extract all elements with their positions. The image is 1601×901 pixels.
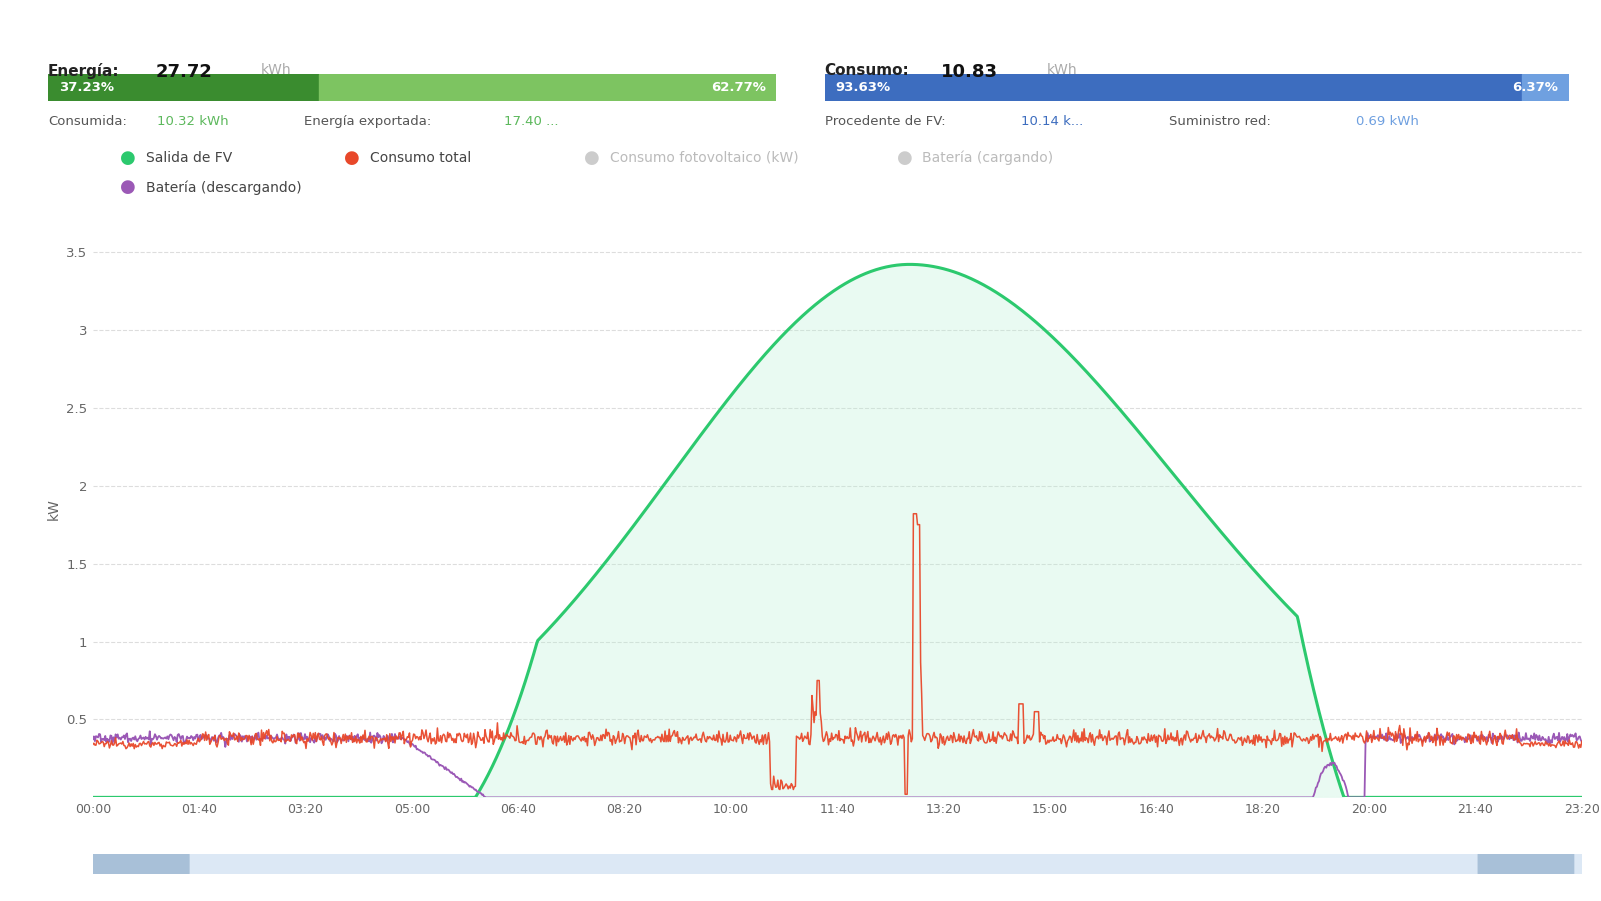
Text: 37.23%: 37.23% <box>59 81 114 94</box>
Text: 10.83: 10.83 <box>941 63 999 81</box>
Text: 62.77%: 62.77% <box>711 81 765 94</box>
Text: 0.69 kWh: 0.69 kWh <box>1356 115 1418 128</box>
Text: Procedente de FV:: Procedente de FV: <box>825 115 945 128</box>
Text: ●: ● <box>120 149 136 167</box>
Text: ●: ● <box>344 149 360 167</box>
Bar <box>1521 74 1569 101</box>
Text: ●: ● <box>120 178 136 196</box>
Text: Energía:: Energía: <box>48 63 120 79</box>
Text: 93.63%: 93.63% <box>836 81 890 94</box>
Text: Suministro red:: Suministro red: <box>1169 115 1271 128</box>
Text: Batería (descargando): Batería (descargando) <box>146 180 301 195</box>
Y-axis label: kW: kW <box>46 498 61 520</box>
Text: Energía exportada:: Energía exportada: <box>304 115 431 128</box>
Text: ●: ● <box>584 149 600 167</box>
Text: 10.14 k...: 10.14 k... <box>1021 115 1084 128</box>
Bar <box>825 74 1521 101</box>
Bar <box>319 74 776 101</box>
Text: Salida de FV: Salida de FV <box>146 150 232 165</box>
Text: kWh: kWh <box>261 63 291 77</box>
Text: Consumida:: Consumida: <box>48 115 126 128</box>
Text: kWh: kWh <box>1047 63 1077 77</box>
Text: Batería (cargando): Batería (cargando) <box>922 150 1053 165</box>
FancyBboxPatch shape <box>1478 845 1574 883</box>
Text: 17.40 ...: 17.40 ... <box>504 115 559 128</box>
Text: 6.37%: 6.37% <box>1511 81 1558 94</box>
Text: Consumo total: Consumo total <box>370 150 471 165</box>
Bar <box>48 74 319 101</box>
Text: Consumo fotovoltaico (kW): Consumo fotovoltaico (kW) <box>610 150 799 165</box>
Text: ●: ● <box>897 149 913 167</box>
Bar <box>93 854 1582 874</box>
Text: 27.72: 27.72 <box>155 63 213 81</box>
Text: 10.32 kWh: 10.32 kWh <box>157 115 229 128</box>
FancyBboxPatch shape <box>93 845 189 883</box>
Text: Consumo:: Consumo: <box>825 63 909 78</box>
